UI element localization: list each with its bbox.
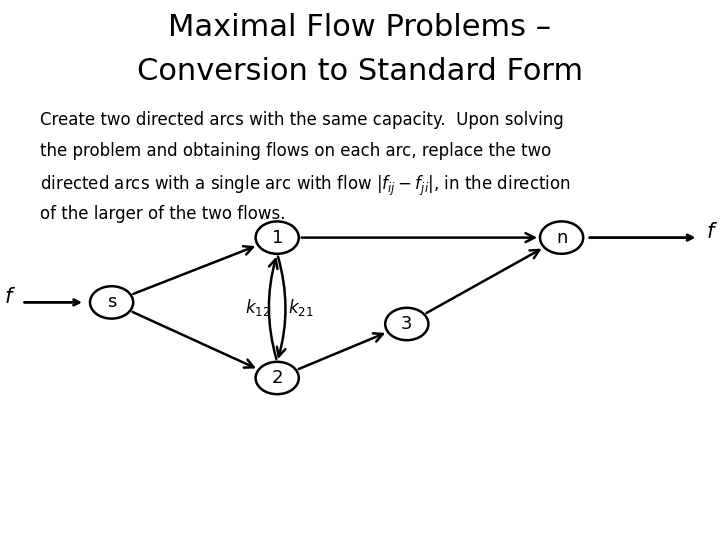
Text: directed arcs with a single arc with flow $|f_{ij}-f_{ji}|$, in the direction: directed arcs with a single arc with flo… (40, 173, 570, 198)
Text: $f$: $f$ (706, 222, 718, 242)
Circle shape (256, 221, 299, 254)
FancyArrowPatch shape (269, 259, 277, 359)
Text: 3: 3 (401, 315, 413, 333)
Text: Create two directed arcs with the same capacity.  Upon solving: Create two directed arcs with the same c… (40, 111, 563, 129)
Circle shape (385, 308, 428, 340)
Circle shape (256, 362, 299, 394)
Text: 2: 2 (271, 369, 283, 387)
Text: $k_{21}$: $k_{21}$ (288, 298, 313, 318)
Text: Maximal Flow Problems –: Maximal Flow Problems – (168, 14, 552, 43)
Text: n: n (556, 228, 567, 247)
FancyArrowPatch shape (133, 246, 253, 294)
FancyArrowPatch shape (277, 256, 286, 356)
FancyArrowPatch shape (426, 250, 539, 313)
Text: of the larger of the two flows.: of the larger of the two flows. (40, 205, 285, 222)
Text: Conversion to Standard Form: Conversion to Standard Form (137, 57, 583, 86)
Circle shape (90, 286, 133, 319)
FancyArrowPatch shape (132, 312, 253, 368)
Text: 1: 1 (271, 228, 283, 247)
Circle shape (540, 221, 583, 254)
FancyArrowPatch shape (302, 233, 534, 242)
Text: s: s (107, 293, 117, 312)
Text: $f$: $f$ (4, 287, 16, 307)
Text: $k_{12}$: $k_{12}$ (245, 298, 270, 318)
Text: the problem and obtaining flows on each arc, replace the two: the problem and obtaining flows on each … (40, 142, 551, 160)
FancyArrowPatch shape (299, 333, 383, 369)
